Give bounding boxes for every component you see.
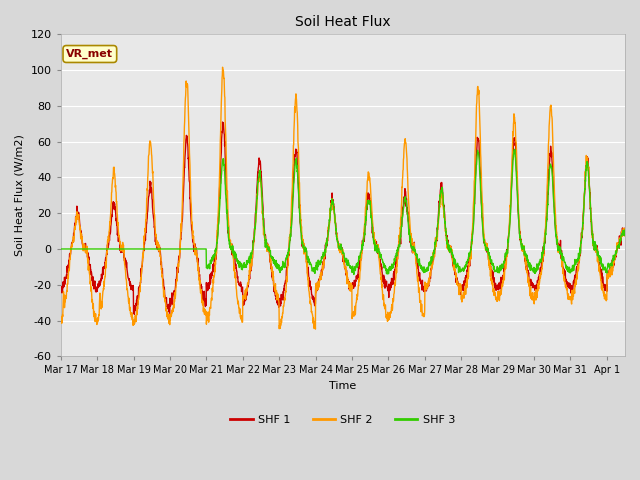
- Line: SHF 3: SHF 3: [61, 149, 625, 275]
- SHF 2: [602, 293, 610, 299]
- SHF 2: [411, 246, 419, 252]
- SHF 2: [219, 64, 227, 70]
- Line: SHF 2: SHF 2: [61, 67, 625, 329]
- SHF 2: [347, 286, 355, 291]
- SHF 3: [57, 246, 65, 252]
- SHF 1: [219, 119, 227, 125]
- SHF 1: [347, 284, 355, 290]
- SHF 1: [428, 260, 436, 265]
- X-axis label: Time: Time: [329, 381, 356, 391]
- Title: Soil Heat Flux: Soil Heat Flux: [295, 15, 390, 29]
- SHF 3: [410, 245, 418, 251]
- SHF 1: [621, 232, 629, 238]
- SHF 3: [346, 264, 354, 269]
- SHF 2: [535, 286, 543, 292]
- SHF 1: [90, 286, 98, 292]
- SHF 3: [535, 261, 543, 266]
- SHF 3: [350, 272, 358, 277]
- SHF 2: [621, 233, 629, 239]
- SHF 2: [312, 326, 319, 332]
- SHF 3: [511, 146, 518, 152]
- SHF 1: [535, 277, 543, 283]
- SHF 3: [621, 229, 629, 235]
- Line: SHF 1: SHF 1: [61, 122, 625, 315]
- SHF 3: [90, 246, 98, 252]
- SHF 1: [166, 312, 173, 318]
- SHF 2: [57, 316, 65, 322]
- SHF 3: [428, 258, 435, 264]
- Text: VR_met: VR_met: [67, 49, 113, 59]
- SHF 3: [602, 269, 610, 275]
- SHF 2: [428, 265, 436, 271]
- Legend: SHF 1, SHF 2, SHF 3: SHF 1, SHF 2, SHF 3: [226, 410, 460, 429]
- SHF 2: [90, 314, 98, 320]
- SHF 1: [57, 285, 65, 290]
- Y-axis label: Soil Heat Flux (W/m2): Soil Heat Flux (W/m2): [15, 134, 25, 256]
- SHF 1: [411, 250, 419, 256]
- SHF 1: [602, 286, 610, 291]
